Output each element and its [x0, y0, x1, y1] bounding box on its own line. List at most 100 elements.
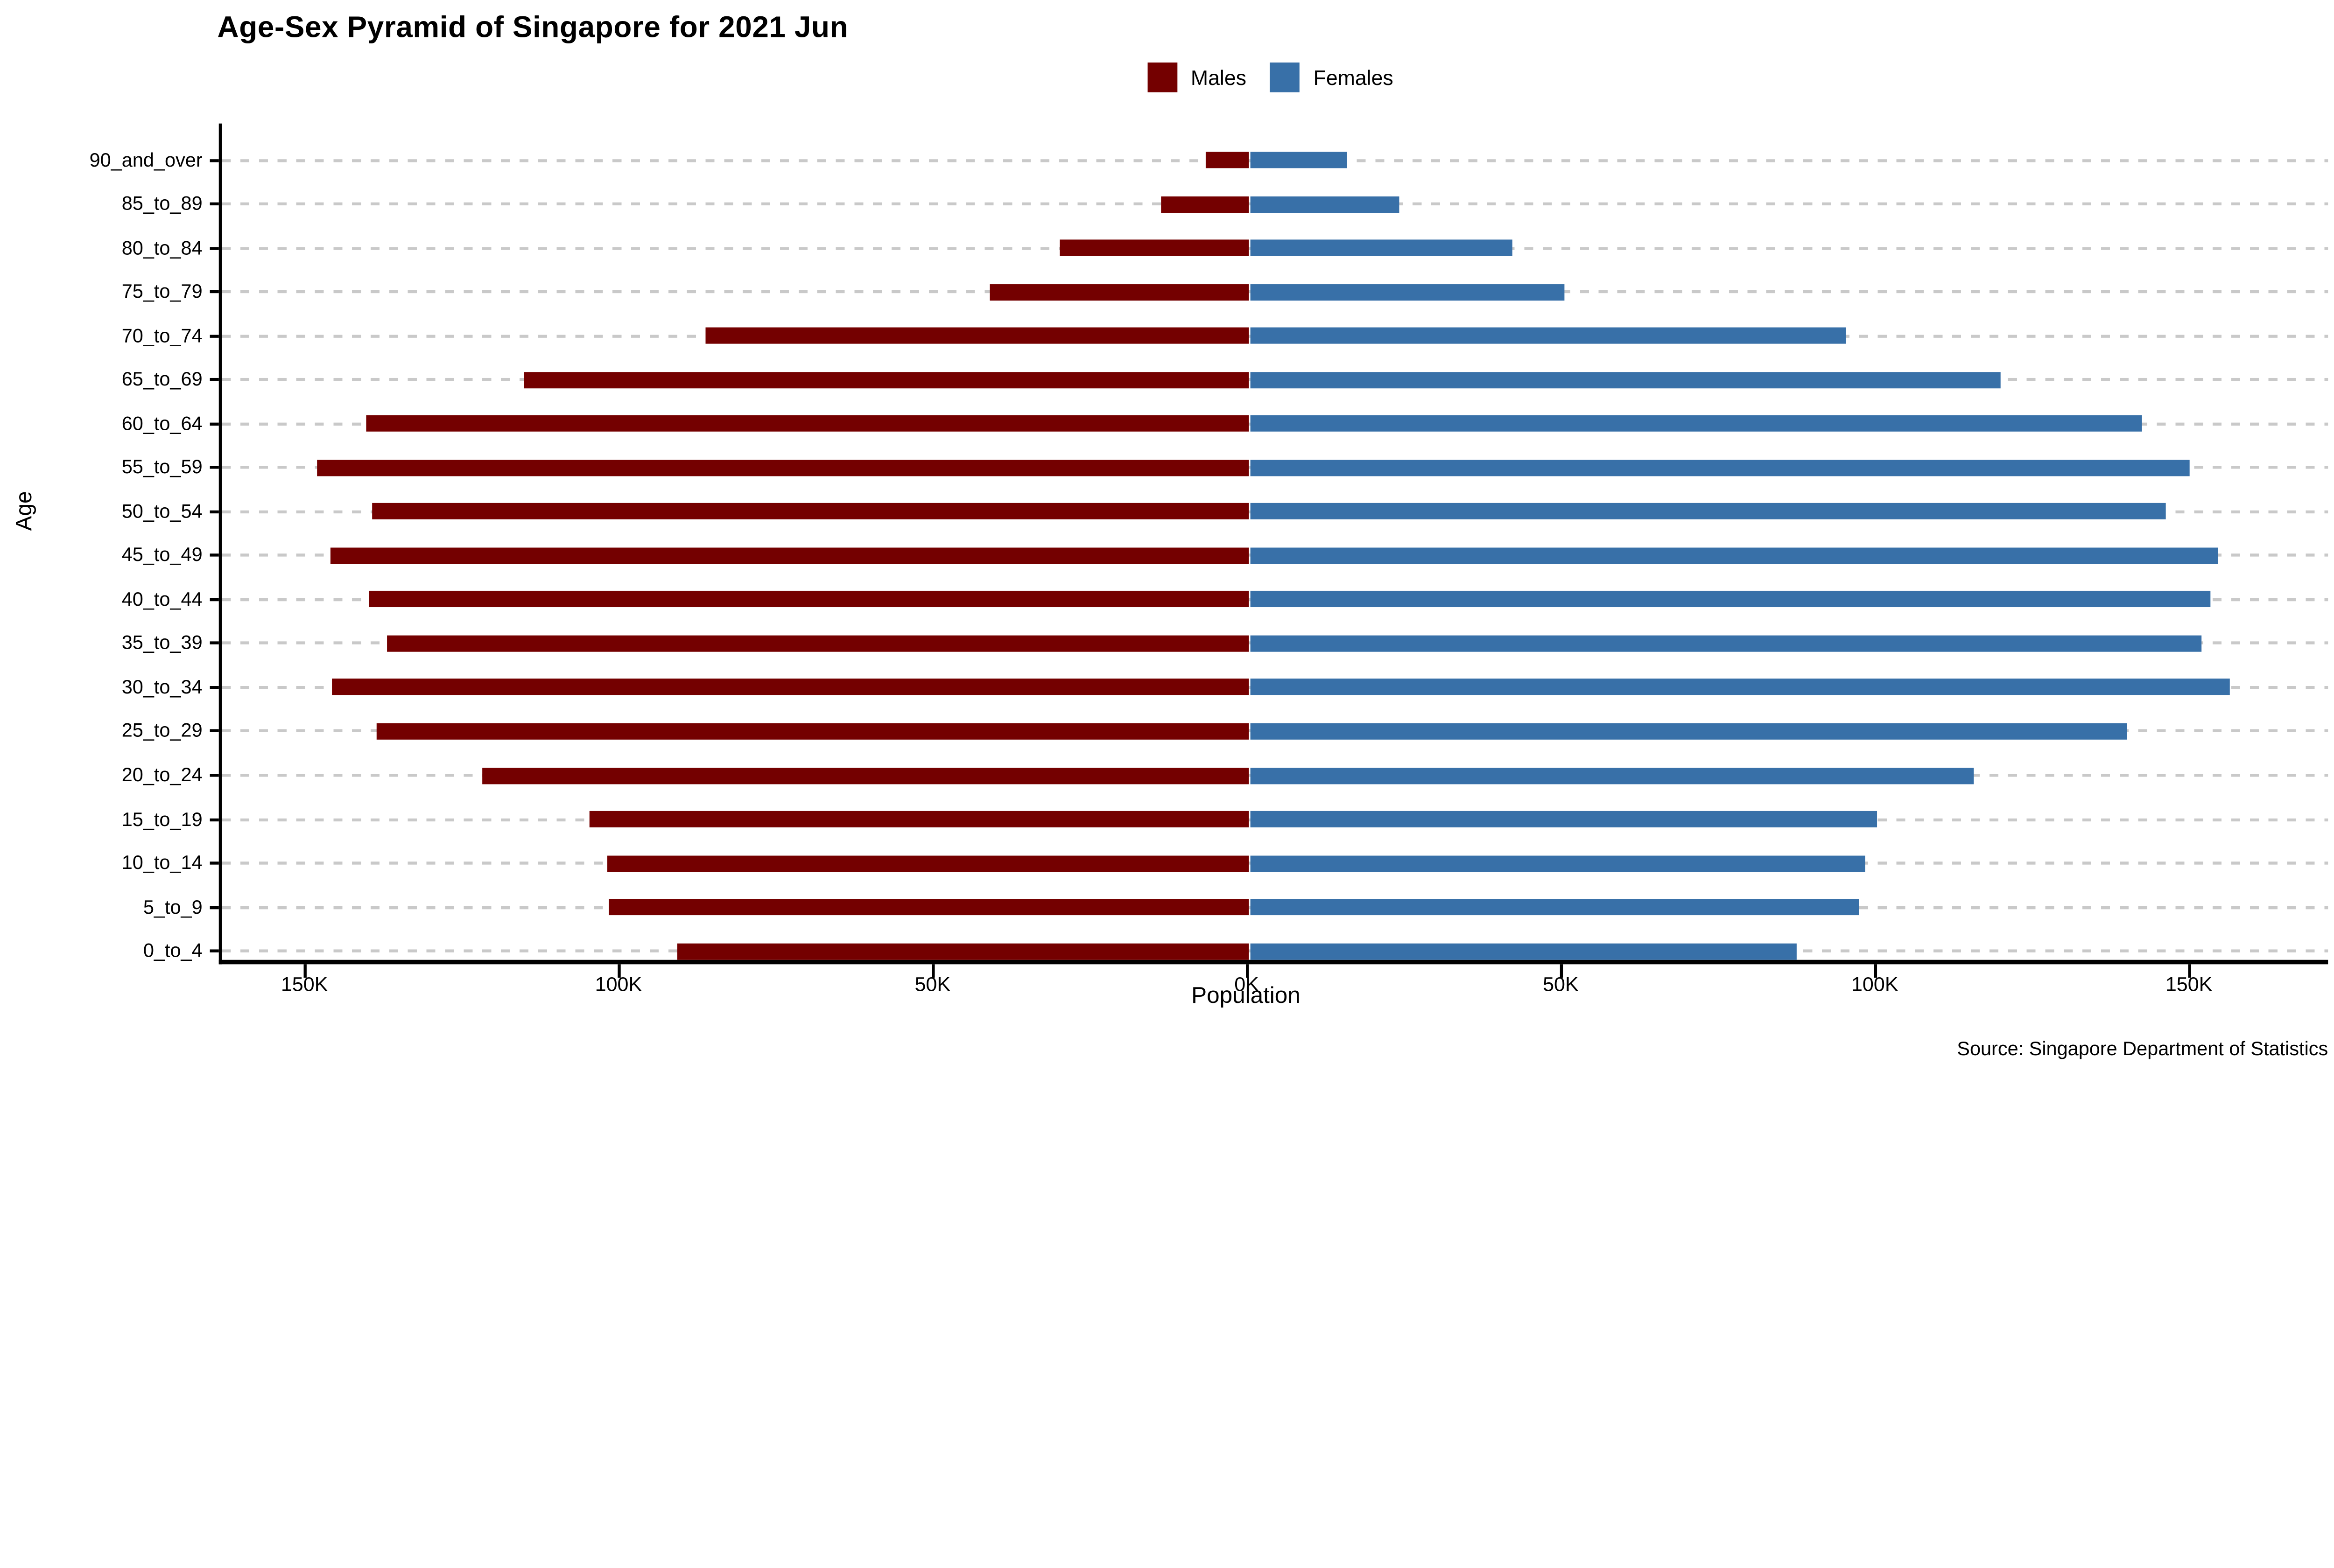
source-note: Source: Singapore Department of Statisti… — [1957, 1037, 2328, 1060]
bar-females-25_to_29 — [1249, 723, 2127, 740]
bar-females-45_to_49 — [1249, 547, 2218, 564]
x-tick-label-4: 50K — [1543, 973, 1579, 996]
bar-males-0_to_4 — [678, 943, 1250, 959]
x-tick-label-6: 150K — [2165, 973, 2213, 996]
legend-item-males: Males — [1147, 62, 1247, 92]
bar-males-70_to_74 — [706, 328, 1250, 344]
legend-item-females: Females — [1270, 62, 1393, 92]
chart-title: Age-Sex Pyramid of Singapore for 2021 Ju… — [217, 12, 849, 45]
bar-females-20_to_24 — [1249, 767, 1974, 784]
bar-females-90_and_over — [1249, 152, 1347, 168]
y-tick-label-10_to_14: 10_to_14 — [121, 851, 203, 874]
bar-females-65_to_69 — [1249, 371, 2001, 388]
x-tick-label-0: 150K — [281, 973, 328, 996]
x-tick-mark-1 — [617, 964, 620, 978]
bar-females-70_to_74 — [1249, 328, 1847, 344]
bar-males-75_to_79 — [989, 284, 1250, 301]
x-tick-label-3: 0K — [1234, 973, 1259, 996]
y-tick-label-30_to_34: 30_to_34 — [121, 675, 203, 698]
x-tick-mark-6 — [2187, 964, 2191, 978]
bar-males-60_to_64 — [366, 415, 1250, 432]
bar-females-0_to_4 — [1249, 943, 1797, 959]
legend-males-swatch — [1147, 62, 1178, 92]
bar-males-30_to_34 — [331, 679, 1250, 696]
bar-males-20_to_24 — [482, 767, 1250, 784]
bar-males-15_to_19 — [589, 811, 1250, 828]
y-tick-mark-10_to_14 — [209, 861, 218, 865]
bar-females-5_to_9 — [1249, 899, 1859, 916]
y-tick-mark-15_to_19 — [209, 818, 218, 821]
y-tick-mark-5_to_9 — [209, 905, 218, 909]
x-tick-label-2: 50K — [914, 973, 951, 996]
y-tick-label-15_to_19: 15_to_19 — [121, 807, 203, 830]
x-tick-mark-2 — [931, 964, 934, 978]
x-tick-label-5: 100K — [1851, 973, 1898, 996]
legend: Males Females — [218, 61, 2324, 94]
bar-males-65_to_69 — [523, 371, 1250, 388]
bar-males-40_to_44 — [369, 591, 1250, 608]
bar-males-80_to_84 — [1060, 239, 1250, 256]
y-tick-label-25_to_29: 25_to_29 — [121, 719, 203, 742]
y-tick-mark-65_to_69 — [209, 378, 218, 382]
y-tick-label-75_to_79: 75_to_79 — [121, 280, 203, 302]
bar-females-55_to_59 — [1249, 459, 2190, 476]
age-sex-pyramid-chart: Age-Sex Pyramid of Singapore for 2021 Ju… — [12, 12, 2328, 1060]
y-tick-label-20_to_24: 20_to_24 — [121, 763, 203, 786]
y-tick-label-0_to_4: 0_to_4 — [143, 939, 203, 962]
y-tick-label-70_to_74: 70_to_74 — [121, 324, 203, 347]
y-tick-mark-0_to_4 — [209, 949, 218, 953]
bar-females-30_to_34 — [1249, 679, 2230, 696]
plot-area — [218, 123, 2327, 965]
bar-females-60_to_64 — [1249, 415, 2143, 432]
y-tick-mark-70_to_74 — [209, 334, 218, 337]
bar-males-55_to_59 — [316, 459, 1250, 476]
y-tick-mark-30_to_34 — [209, 686, 218, 689]
y-tick-label-45_to_49: 45_to_49 — [121, 544, 203, 566]
bar-females-80_to_84 — [1249, 239, 1512, 256]
y-tick-mark-40_to_44 — [209, 598, 218, 601]
x-tick-mark-0 — [302, 964, 306, 978]
y-tick-label-85_to_89: 85_to_89 — [121, 192, 203, 215]
bar-males-35_to_39 — [387, 635, 1250, 652]
y-tick-label-90_and_over: 90_and_over — [89, 148, 203, 171]
bar-females-40_to_44 — [1249, 591, 2210, 608]
bar-females-85_to_89 — [1249, 196, 1399, 212]
y-tick-label-60_to_64: 60_to_64 — [121, 412, 203, 434]
bar-males-85_to_89 — [1161, 196, 1250, 212]
x-tick-mark-5 — [1873, 964, 1877, 978]
y-tick-mark-80_to_84 — [209, 246, 218, 250]
y-tick-mark-25_to_29 — [209, 730, 218, 733]
bar-males-5_to_9 — [609, 899, 1250, 916]
bar-females-10_to_14 — [1249, 855, 1865, 872]
y-tick-label-50_to_54: 50_to_54 — [121, 499, 203, 522]
bar-males-10_to_14 — [607, 855, 1250, 872]
bar-females-50_to_54 — [1249, 503, 2166, 520]
legend-females-swatch — [1270, 62, 1300, 92]
y-tick-mark-35_to_39 — [209, 642, 218, 645]
bar-females-15_to_19 — [1249, 811, 1877, 828]
x-tick-mark-4 — [1559, 964, 1562, 978]
y-tick-mark-20_to_24 — [209, 774, 218, 777]
y-tick-label-40_to_44: 40_to_44 — [121, 588, 203, 610]
y-tick-mark-50_to_54 — [209, 510, 218, 513]
bar-males-25_to_29 — [376, 723, 1250, 740]
x-tick-mark-3 — [1245, 964, 1248, 978]
y-tick-label-5_to_9: 5_to_9 — [143, 895, 203, 918]
y-tick-mark-55_to_59 — [209, 466, 218, 469]
legend-females-label: Females — [1313, 65, 1393, 90]
x-axis-title: Population — [1191, 983, 1301, 1009]
y-tick-mark-85_to_89 — [209, 203, 218, 206]
y-tick-label-80_to_84: 80_to_84 — [121, 236, 203, 259]
y-tick-label-55_to_59: 55_to_59 — [121, 455, 203, 478]
bar-males-45_to_49 — [330, 547, 1250, 564]
legend-males-label: Males — [1190, 65, 1247, 90]
bar-males-50_to_54 — [372, 503, 1250, 520]
y-tick-label-35_to_39: 35_to_39 — [121, 631, 203, 654]
bar-males-90_and_over — [1206, 152, 1250, 168]
y-tick-mark-60_to_64 — [209, 422, 218, 426]
y-tick-mark-45_to_49 — [209, 554, 218, 557]
y-tick-mark-75_to_79 — [209, 290, 218, 294]
y-tick-mark-90_and_over — [209, 158, 218, 162]
bar-females-35_to_39 — [1249, 635, 2201, 652]
bar-females-75_to_79 — [1249, 284, 1564, 301]
